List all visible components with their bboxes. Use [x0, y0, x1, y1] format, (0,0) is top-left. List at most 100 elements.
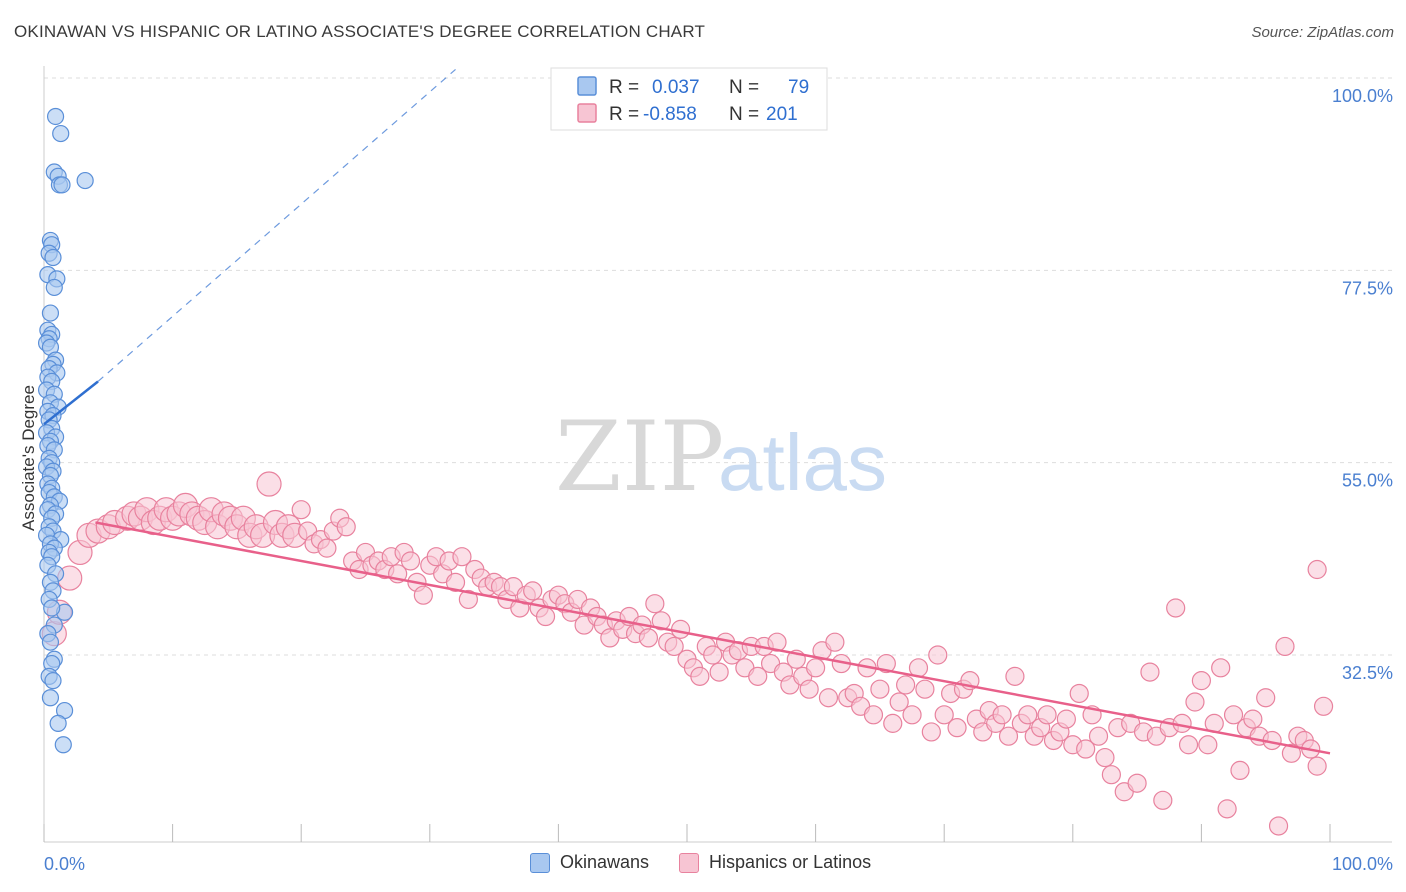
hispanic-point [1313, 696, 1334, 716]
hispanic-point [883, 713, 903, 733]
hispanic-point [690, 666, 710, 686]
okinawan-point [54, 736, 72, 754]
okinawan-trend-extension [97, 68, 456, 382]
hispanic-point [1307, 756, 1327, 776]
legend-n-value-1: 79 [788, 77, 809, 98]
hispanic-point [928, 645, 948, 665]
okinawans-swatch [530, 852, 550, 873]
y-tick-label-1: 77.5% [1342, 278, 1393, 298]
hispanic-point [748, 666, 768, 686]
tick-labels: 100.0% 77.5% 55.0% 32.5% 0.0% 100.0% [44, 86, 1393, 874]
hispanic-point [805, 658, 826, 678]
hispanic-point [1095, 747, 1115, 768]
okinawan-point [41, 689, 60, 707]
hispanic-point [1185, 692, 1205, 712]
hispanic-point [400, 551, 421, 571]
okinawan-point [46, 107, 65, 126]
legend-r-value-2: -0.858 [643, 104, 697, 125]
hispanics-swatch [679, 852, 700, 873]
hispanic-point [523, 581, 543, 601]
legend-item-okinawans[interactable]: Okinawans [530, 852, 649, 873]
y-axis-label: Associate's Degree [19, 385, 38, 531]
hispanic-point [1217, 799, 1237, 819]
gridlines [44, 77, 1392, 656]
source-label: Source: ZipAtlas.com [1251, 24, 1394, 41]
hispanic-point [992, 705, 1012, 725]
hispanic-points [41, 471, 1334, 836]
hispanic-point [1268, 816, 1289, 836]
hispanic-point [709, 662, 729, 682]
hispanic-point [1088, 726, 1109, 746]
hispanic-point [1230, 760, 1250, 781]
legend-r-label-1: R = [609, 77, 639, 98]
hispanic-point [1275, 636, 1295, 657]
hispanic-point [889, 692, 909, 712]
legend-swatch-hispanics [577, 103, 597, 123]
hispanic-point [1243, 709, 1263, 729]
okinawan-point [44, 672, 62, 690]
hispanic-point [291, 500, 311, 520]
hispanic-point [638, 628, 659, 648]
okinawan-point [45, 278, 63, 297]
hispanic-point [670, 619, 691, 639]
okinawan-point [52, 124, 70, 143]
hispanic-point [703, 645, 723, 665]
hispanic-point [1211, 658, 1231, 678]
hispanic-point [336, 517, 356, 537]
hispanic-point [1056, 709, 1076, 729]
okinawan-point [43, 599, 61, 617]
okinawan-point [44, 248, 62, 267]
hispanic-point [413, 585, 433, 605]
legend-r-label-2: R = [609, 104, 639, 125]
legend-n-label-2: N = [729, 104, 759, 125]
hispanic-point [921, 722, 941, 742]
hispanic-point [1076, 739, 1096, 759]
hispanic-point [1140, 662, 1160, 682]
hispanic-point [1101, 765, 1121, 785]
hispanic-point [1256, 688, 1276, 708]
legend-n-label-1: N = [729, 77, 759, 98]
hispanic-point [876, 653, 896, 674]
hispanic-point [256, 471, 282, 497]
okinawan-points [37, 107, 94, 754]
legend-n-value-2: 201 [766, 104, 798, 125]
hispanic-point [1281, 743, 1302, 763]
okinawan-point [41, 633, 60, 651]
okinawan-trend-line [43, 380, 99, 426]
hispanic-point [1153, 790, 1173, 810]
okinawan-point [41, 304, 60, 322]
x-tick-label-1: 100.0% [1332, 854, 1393, 874]
watermark-atlas: atlas [718, 418, 887, 507]
y-tick-label-2: 55.0% [1342, 471, 1393, 491]
hispanic-point [818, 688, 839, 708]
y-tick-label-3: 32.5% [1342, 663, 1393, 683]
legend-item-hispanics[interactable]: Hispanics or Latinos [679, 852, 871, 873]
legend-r-value-1: 0.037 [652, 77, 700, 98]
legend-swatch-okinawans [577, 76, 597, 96]
chart-title: OKINAWAN VS HISPANIC OR LATINO ASSOCIATE… [14, 22, 706, 41]
hispanic-point [947, 718, 967, 738]
hispanic-point [1223, 705, 1244, 725]
hispanic-point [863, 705, 884, 725]
okinawan-point [49, 714, 67, 732]
hispanic-point [799, 679, 819, 699]
hispanic-point [998, 726, 1019, 746]
y-tick-label-0: 100.0% [1332, 86, 1393, 106]
hispanic-point [317, 538, 337, 558]
hispanic-point [870, 679, 890, 699]
hispanic-point [1005, 666, 1025, 686]
hispanic-point [1198, 735, 1218, 755]
legend-top: R = 0.037 N = 79 R = -0.858 N = 201 [550, 67, 828, 131]
hispanic-point [902, 705, 922, 725]
hispanic-point [664, 636, 684, 657]
hispanic-point [1069, 683, 1089, 704]
hispanic-point [1191, 671, 1212, 691]
hispanic-point [896, 675, 916, 695]
hispanic-point [1018, 705, 1038, 725]
okinawan-point [53, 176, 71, 194]
hispanic-point [1166, 598, 1186, 618]
hispanic-point [645, 594, 665, 614]
hispanics-label: Hispanics or Latinos [709, 852, 872, 872]
hispanic-point [934, 705, 954, 725]
